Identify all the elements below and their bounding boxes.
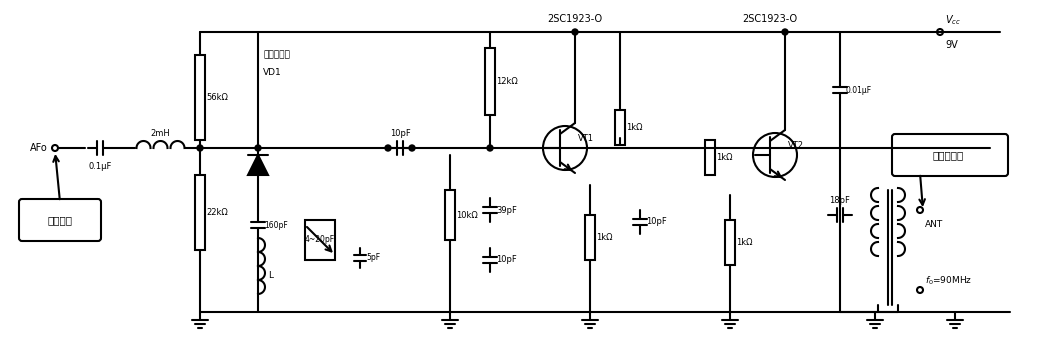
Text: 2SC1923-O: 2SC1923-O — [547, 14, 602, 24]
Circle shape — [487, 145, 493, 151]
Bar — [305, 220, 334, 260]
Text: 9V: 9V — [945, 40, 958, 50]
Bar — [485, 48, 495, 115]
Text: 2SC1923-O: 2SC1923-O — [743, 14, 797, 24]
Text: 0.01μF: 0.01μF — [846, 86, 872, 95]
Bar — [705, 140, 715, 175]
Text: 22kΩ: 22kΩ — [206, 208, 228, 217]
Text: ANT: ANT — [925, 220, 943, 229]
Circle shape — [572, 29, 578, 35]
Text: $V_{cc}$: $V_{cc}$ — [945, 13, 961, 27]
FancyBboxPatch shape — [19, 199, 101, 241]
Bar — [615, 110, 625, 145]
Text: L: L — [268, 270, 273, 279]
Text: 0.1μF: 0.1μF — [89, 162, 111, 171]
Polygon shape — [248, 155, 268, 175]
Text: 10pF: 10pF — [646, 217, 667, 227]
Text: 4~20pF: 4~20pF — [305, 236, 336, 245]
Bar — [585, 215, 595, 260]
Circle shape — [782, 29, 788, 35]
Text: 12kΩ: 12kΩ — [496, 77, 518, 86]
Text: 18pF: 18pF — [829, 196, 850, 205]
Circle shape — [197, 145, 203, 151]
Text: 39pF: 39pF — [496, 206, 517, 215]
Text: 10pF: 10pF — [390, 129, 411, 138]
Bar — [445, 190, 455, 240]
Text: 2mH: 2mH — [150, 129, 170, 138]
Text: 1kΩ: 1kΩ — [716, 153, 733, 162]
Text: 10pF: 10pF — [496, 256, 517, 265]
Bar — [195, 175, 205, 250]
Text: 160pF: 160pF — [264, 220, 288, 229]
Text: 1kΩ: 1kΩ — [626, 123, 643, 132]
Text: 音频输入: 音频输入 — [48, 215, 73, 225]
Text: 接发射天线: 接发射天线 — [933, 150, 964, 160]
FancyBboxPatch shape — [892, 134, 1008, 176]
Bar — [725, 220, 735, 265]
Text: 1kΩ: 1kΩ — [736, 238, 752, 247]
Text: 56kΩ: 56kΩ — [206, 93, 228, 102]
Text: VD1: VD1 — [263, 68, 281, 77]
Bar — [195, 55, 205, 140]
Circle shape — [384, 145, 391, 151]
Text: VT2: VT2 — [788, 141, 804, 150]
Circle shape — [410, 145, 415, 151]
Text: VT1: VT1 — [578, 134, 594, 143]
Circle shape — [255, 145, 260, 151]
Text: 10kΩ: 10kΩ — [456, 210, 477, 219]
Text: 1kΩ: 1kΩ — [596, 233, 613, 242]
Text: 5pF: 5pF — [366, 254, 380, 263]
Text: AFo: AFo — [30, 143, 48, 153]
Text: $f_0$=90MHz: $f_0$=90MHz — [925, 275, 972, 287]
Text: 变容二极管: 变容二极管 — [263, 50, 290, 59]
